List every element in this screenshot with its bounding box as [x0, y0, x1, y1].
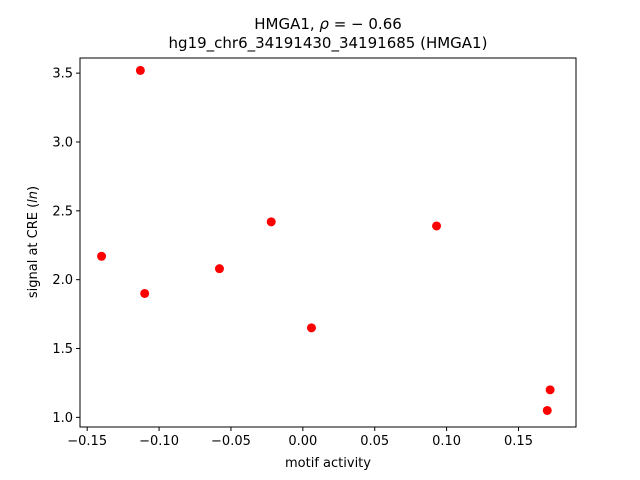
- y-tick-label: 3.5: [52, 67, 73, 82]
- data-point: [135, 65, 145, 75]
- y-tick-label: 3.0: [52, 135, 73, 150]
- data-point: [545, 385, 555, 395]
- x-tick-label: −0.10: [139, 434, 179, 449]
- y-tick-label: 1.0: [52, 411, 73, 426]
- data-point: [140, 288, 150, 298]
- x-tick-label: 0.05: [360, 434, 389, 449]
- x-tick-label: −0.05: [211, 434, 251, 449]
- y-tick-label: 2.5: [52, 204, 73, 219]
- x-axis-label: motif activity: [285, 456, 371, 471]
- y-axis-label: signal at CRE (ln): [26, 186, 41, 298]
- x-tick-label: 0.00: [288, 434, 317, 449]
- y-tick-label: 2.0: [52, 273, 73, 288]
- data-point: [432, 221, 442, 231]
- chart-title-line2: hg19_chr6_34191430_34191685 (HMGA1): [169, 34, 488, 53]
- chart-title-line1: HMGA1, ρ = − 0.66: [254, 15, 402, 33]
- x-tick-label: 0.15: [504, 434, 533, 449]
- x-tick-label: 0.10: [432, 434, 461, 449]
- plot-frame: [79, 57, 577, 428]
- data-point: [542, 405, 552, 415]
- x-tick-label: −0.15: [67, 434, 107, 449]
- data-point: [214, 264, 224, 274]
- data-point: [97, 251, 107, 261]
- data-point: [266, 217, 276, 227]
- data-point: [306, 323, 316, 333]
- y-tick-label: 1.5: [52, 342, 73, 357]
- plot-area: [97, 65, 555, 415]
